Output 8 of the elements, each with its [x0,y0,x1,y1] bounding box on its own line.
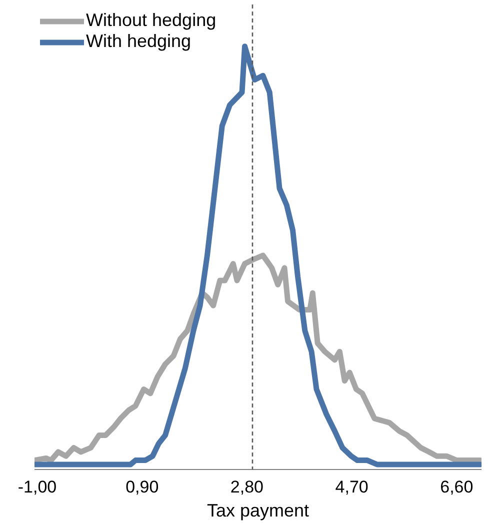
x-tick-label: 0,90 [126,478,159,496]
x-tick-label: 6,60 [440,478,474,496]
legend-label: Without hedging [86,10,216,31]
x-tick-label: 4,70 [335,478,368,496]
x-tick-label: 2,80 [230,478,264,496]
legend-label: With hedging [86,31,192,52]
x-tick-label: -1,00 [18,478,57,496]
x-axis-title: Tax payment [206,500,310,520]
